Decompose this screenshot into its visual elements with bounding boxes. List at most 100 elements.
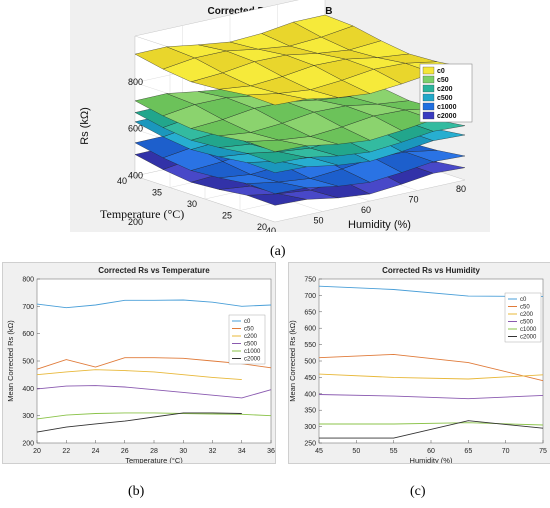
- chart-title: Corrected Rs vs Humidity: [382, 266, 480, 275]
- series-line-c50: [318, 353, 544, 382]
- legend-entry-c200: c200: [244, 334, 258, 340]
- legend-entry-c500: c500: [437, 95, 453, 102]
- y-tick-label: 30: [187, 199, 197, 209]
- z-tick-label: 600: [128, 124, 143, 134]
- x-tick-label: 70: [502, 448, 510, 455]
- x-axis-label: Humidity (%): [410, 456, 453, 463]
- legend-entry-c2000: c2000: [244, 357, 261, 363]
- legend-swatch-c50: [422, 75, 435, 84]
- x-tick-label: 22: [62, 448, 70, 455]
- x-tick-label: 70: [408, 195, 418, 205]
- y-tick-label: 35: [152, 188, 162, 198]
- caption-b: (b): [128, 484, 145, 499]
- y-tick-label: 300: [22, 413, 34, 420]
- series-line-c500: [318, 394, 544, 400]
- x-tick-label: 50: [313, 216, 323, 226]
- x-tick-label: 26: [121, 448, 129, 455]
- x-tick-label: 34: [238, 448, 246, 455]
- legend-entry-c0: c0: [520, 297, 527, 303]
- z-tick-label: 200: [128, 217, 143, 227]
- x-tick-label: 80: [456, 184, 466, 194]
- x-tick-label: 24: [92, 448, 100, 455]
- y-axis-label: Temperature (°C): [100, 207, 184, 221]
- y-tick-label: 350: [304, 408, 316, 415]
- legend-entry-c200: c200: [520, 312, 534, 318]
- y-tick-label: 25: [222, 211, 232, 221]
- humidity-line-chart: Corrected Rs vs Humidity 45 50 55 60 65 70 75 25…: [288, 266, 547, 465]
- humidity-chart-panel: Corrected Rs vs Humidity 45 50 55 60 65 70 75 25…: [288, 262, 550, 465]
- y-tick-label: 700: [304, 293, 316, 300]
- surface-c0: [134, 14, 466, 106]
- series-line-c2000: [319, 420, 544, 439]
- series-line-c2000: [36, 412, 242, 433]
- surface-legend: c0 c50 c200 c500 c1000 c2000: [419, 63, 473, 123]
- surface-chart-panel: Corrected Rs for GM-502B 200400600800202…: [70, 0, 490, 236]
- y-tick-label: 700: [22, 304, 34, 311]
- legend-entry-c2000: c2000: [437, 113, 457, 120]
- x-tick-label: 60: [427, 448, 435, 455]
- legend-box: [504, 292, 542, 343]
- y-tick-label: 500: [22, 359, 34, 366]
- legend-entry-c2000: c2000: [520, 335, 537, 341]
- legend-entry-c0: c0: [244, 319, 251, 325]
- y-axis-label: Mean Corrected Rs (kΩ): [6, 320, 15, 402]
- y-tick-label: 40: [117, 176, 127, 186]
- y-tick-label: 250: [304, 441, 316, 448]
- y-axis-label: Mean Corrected Rs (kΩ): [289, 320, 297, 402]
- y-tick-label: 400: [304, 391, 316, 398]
- y-tick-label: 800: [22, 277, 34, 284]
- series-line-c200: [318, 373, 544, 380]
- caption-c: (c): [410, 484, 426, 499]
- series-line-c500: [36, 385, 272, 399]
- z-tick-label: 800: [128, 77, 143, 87]
- series-line-c1000: [36, 412, 272, 420]
- legend-entry-c50: c50: [244, 327, 254, 333]
- x-tick-label: 40: [266, 226, 276, 232]
- y-tick-label: 20: [257, 222, 267, 232]
- x-tick-label: 28: [150, 448, 158, 455]
- legend-swatch-c1000: [422, 102, 435, 111]
- legend-entry-c0: c0: [437, 68, 445, 75]
- y-tick-label: 750: [304, 277, 316, 284]
- legend-box: [228, 314, 266, 365]
- x-tick-label: 20: [33, 448, 41, 455]
- y-tick-label: 650: [304, 309, 316, 316]
- x-tick-label: 65: [464, 448, 472, 455]
- x-tick-label: 36: [267, 448, 275, 455]
- x-tick-label: 30: [179, 448, 187, 455]
- z-axis-label: Rs (kΩ): [79, 107, 91, 145]
- series-line-c200: [36, 369, 242, 381]
- legend-entry-c50: c50: [520, 305, 530, 311]
- y-tick-label: 500: [304, 359, 316, 366]
- legend-entry-c500: c500: [244, 342, 258, 348]
- y-tick-label: 550: [304, 342, 316, 349]
- legend-swatch-c0: [422, 66, 435, 75]
- x-tick-label: 50: [352, 448, 360, 455]
- temperature-line-chart: Corrected Rs vs Temperature 20 22 24 26 28 30 3…: [6, 266, 275, 465]
- legend-entry-c1000: c1000: [244, 349, 261, 355]
- x-tick-label: 55: [390, 448, 398, 455]
- series-line-c1000: [319, 422, 544, 426]
- legend-swatch-c200: [422, 84, 435, 93]
- y-tick-label: 450: [304, 375, 316, 382]
- y-tick-label: 600: [22, 331, 34, 338]
- legend-entry-c200: c200: [437, 86, 453, 93]
- legend-swatch-c2000: [422, 111, 435, 120]
- chart-title: Corrected Rs vs Temperature: [98, 266, 210, 275]
- series-line-c0: [36, 299, 272, 309]
- y-tick-label: 200: [22, 441, 34, 448]
- surface-chart: Corrected Rs for GM-502B 200400600800202…: [79, 0, 473, 236]
- z-tick-label: 400: [128, 170, 143, 180]
- x-axis-label: Humidity (%): [348, 219, 411, 231]
- x-axis-label: Temperature (°C): [125, 456, 183, 463]
- y-tick-label: 600: [304, 326, 316, 333]
- temperature-chart-panel: Corrected Rs vs Temperature 20 22 24 26 28 30 3…: [2, 262, 276, 465]
- surface-layers: [134, 14, 466, 206]
- legend-entry-c50: c50: [437, 77, 449, 84]
- surface-ticks: 200 400 600 800 20 25 30 35 40 40 50 60 70 80: [117, 77, 466, 236]
- x-tick-label: 60: [361, 205, 371, 215]
- legend-entry-c1000: c1000: [437, 104, 457, 111]
- y-tick-label: 300: [304, 424, 316, 431]
- legend-swatch-c500: [422, 93, 435, 102]
- y-tick-label: 400: [22, 386, 34, 393]
